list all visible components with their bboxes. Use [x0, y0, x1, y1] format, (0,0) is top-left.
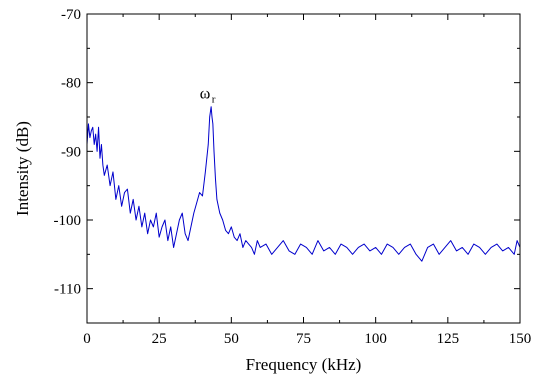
y-tick-label: -110	[54, 282, 81, 298]
y-tick-label: -100	[54, 213, 82, 229]
x-tick-label: 50	[224, 331, 239, 347]
x-tick-label: 0	[83, 331, 91, 347]
spectrum-line	[86, 106, 521, 262]
x-tick-label: 100	[364, 331, 387, 347]
annotation-subscript: r	[212, 94, 216, 106]
y-tick-label: -90	[61, 144, 81, 160]
y-axis-title: Intensity (dB)	[13, 121, 32, 216]
x-tick-label: 75	[296, 331, 311, 347]
annotation-omega: ω	[200, 86, 211, 103]
series-layer	[86, 106, 521, 262]
y-tick-label: -80	[61, 76, 81, 92]
x-axis-title: Frequency (kHz)	[246, 355, 362, 374]
resonance-annotation: ω r	[200, 86, 216, 106]
axis-ticks	[86, 13, 521, 324]
x-tick-label: 25	[152, 331, 167, 347]
y-tick-label: -70	[61, 7, 81, 23]
x-tick-label: 125	[437, 331, 460, 347]
plot-frame	[86, 13, 521, 324]
tick-labels: 0 25 50 75 100 125 150 -110 -100 -90 -80 -70	[54, 7, 532, 347]
x-tick-label: 150	[509, 331, 532, 347]
